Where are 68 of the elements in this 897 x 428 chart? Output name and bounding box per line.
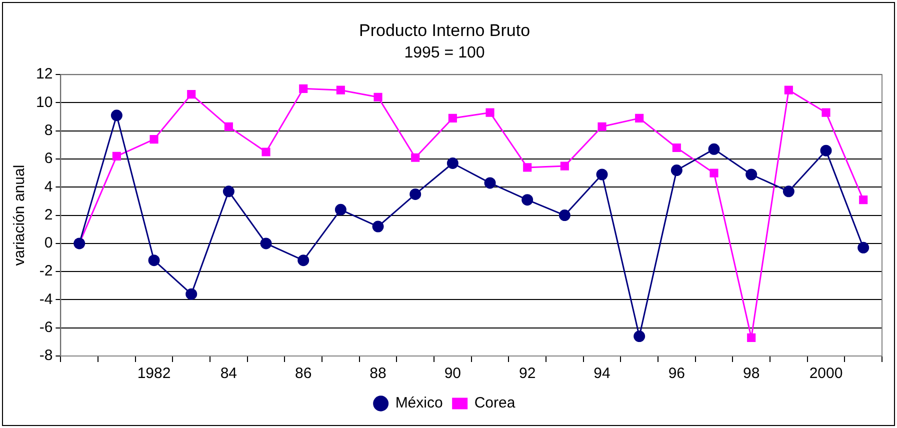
point — [372, 220, 384, 232]
point — [260, 238, 272, 250]
point — [822, 108, 830, 117]
point — [411, 153, 420, 162]
y-tick-label: -8 — [39, 347, 53, 364]
x-tick-label: 96 — [668, 365, 686, 382]
y-tick-label: 4 — [44, 178, 53, 196]
point — [784, 86, 793, 94]
point — [374, 92, 382, 102]
legend-label: Corea — [474, 394, 516, 412]
x-tick-label: 98 — [742, 365, 760, 382]
y-tick-label: 12 — [36, 66, 53, 83]
x-tick-label: 1982 — [137, 365, 171, 382]
x-tick-label: 92 — [518, 365, 536, 382]
point — [410, 188, 422, 200]
y-tick-label: 6 — [44, 150, 53, 168]
point — [560, 162, 569, 170]
point — [710, 168, 718, 178]
point — [672, 143, 681, 152]
x-tick-label: 2000 — [809, 365, 843, 382]
point — [708, 143, 720, 155]
point — [670, 164, 682, 176]
x-tick-label: 88 — [370, 365, 386, 382]
point — [596, 168, 608, 180]
point — [187, 90, 196, 99]
y-tick-label: 10 — [36, 94, 53, 111]
chart-title: Producto Interno Bruto — [358, 20, 530, 40]
y-tick-label: -4 — [39, 290, 53, 308]
point — [747, 333, 756, 342]
point — [598, 122, 606, 131]
x-tick-label: 94 — [594, 365, 610, 382]
point — [634, 330, 646, 342]
point — [150, 135, 158, 144]
y-tick-label: 8 — [44, 122, 53, 140]
legend-label: México — [395, 394, 443, 412]
point — [859, 196, 868, 204]
point — [112, 152, 121, 160]
point — [484, 177, 496, 189]
point — [148, 254, 160, 266]
point — [558, 210, 570, 222]
x-tick-label: 84 — [220, 365, 238, 382]
point — [298, 254, 310, 266]
x-tick-label: 86 — [295, 365, 312, 382]
point — [820, 144, 832, 156]
point — [635, 114, 644, 123]
x-tick-label: 90 — [444, 365, 462, 382]
point — [336, 86, 345, 94]
y-tick-label: -2 — [39, 262, 53, 280]
point — [262, 148, 270, 156]
point — [746, 168, 758, 180]
point — [858, 242, 870, 254]
point — [486, 108, 494, 117]
point — [334, 204, 346, 216]
y-axis-title: variación anual — [11, 164, 28, 266]
chart-subtitle: 1995 = 100 — [404, 44, 485, 62]
y-tick-label: -6 — [39, 319, 53, 336]
point — [224, 122, 233, 131]
point — [110, 110, 122, 122]
y-tick-label: 0 — [44, 234, 53, 252]
point — [523, 163, 532, 172]
point — [448, 114, 457, 123]
point — [299, 84, 308, 93]
point — [782, 186, 794, 198]
point — [222, 186, 234, 198]
point — [446, 157, 458, 169]
point — [186, 288, 198, 300]
y-tick-label: 2 — [44, 206, 53, 224]
point — [522, 194, 534, 206]
